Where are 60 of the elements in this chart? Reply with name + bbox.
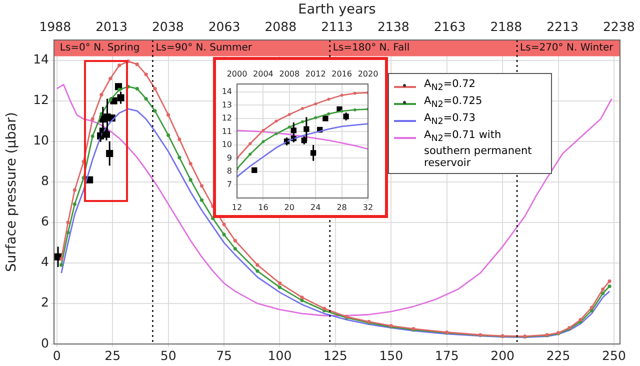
y-tick-label: 13 — [222, 100, 232, 110]
y-tick-label: 7 — [226, 180, 232, 189]
x2-tick-label: 2020 — [358, 69, 378, 78]
y-axis-title: Surface pressure (μbar) — [4, 112, 20, 272]
x2-tick-label: 2038 — [152, 18, 184, 34]
y-tick-label: 8 — [226, 166, 232, 176]
y-tick-label: 4 — [41, 254, 50, 270]
x-tick-label: 150 — [379, 348, 404, 363]
legend-label: A$_{N2}$=0.73 — [424, 112, 476, 128]
y-tick-label: 2 — [41, 294, 49, 310]
x-tick-label: 250 — [602, 348, 626, 363]
x-tick-label: 125 — [324, 348, 348, 363]
inset-frame: 12 16 20 24 28 32 7 8 9 10 11 12 13 14 2000 2004 2008 2012 2016 2020 — [213, 57, 388, 218]
x-tick-label: 175 — [434, 348, 459, 363]
x2-axis-title: Earth years — [298, 2, 376, 18]
y-tick-label: 14 — [222, 87, 232, 96]
annotation: Ls=180° N. Fall — [332, 42, 410, 54]
y-tick-label: 0 — [41, 335, 50, 350]
x2-tick-label: 2013 — [96, 18, 128, 34]
x2-tick-label: 2138 — [377, 18, 410, 34]
x2-tick-label: 2016 — [332, 69, 352, 78]
x-tick-label: 225 — [546, 348, 570, 363]
legend-label: A$_{N2}$=0.72 — [424, 78, 476, 94]
x2-tick-label: 2063 — [208, 18, 240, 34]
x-tick-label: 25 — [104, 348, 121, 363]
x-tick-label: 16 — [258, 202, 268, 212]
x2-tick-label: 2163 — [434, 18, 466, 34]
annotation: Ls=0° N. Spring — [60, 42, 140, 54]
y-tick-label: 14 — [33, 52, 50, 67]
annotation: Ls=90° N. Summer — [156, 42, 253, 54]
x2-tick-label: 2004 — [253, 69, 274, 78]
x2-tick-label: 2000 — [226, 69, 248, 78]
x-tick-label: 32 — [362, 202, 374, 212]
x2-tick-label: 2012 — [305, 69, 326, 78]
y-tick-label: 12 — [222, 114, 232, 123]
x2-tick-label: 2238 — [602, 18, 635, 34]
x-tick-label: 28 — [336, 202, 347, 212]
y-tick-label: 10 — [222, 140, 232, 150]
y-tick-label: 9 — [226, 153, 232, 162]
x-tick-label: 0 — [52, 348, 61, 363]
x-tick-label: 50 — [160, 348, 176, 363]
x2-tick-label: 2088 — [264, 18, 297, 34]
legend-label: A$_{N2}$=0.71 with southern permanent reservoir — [424, 129, 533, 169]
x-tick-label: 24 — [310, 202, 321, 212]
y-tick-label: 11 — [222, 126, 232, 136]
x-tick-label: 20 — [284, 202, 294, 212]
x2-tick-label: 2188 — [490, 18, 522, 34]
x-tick-label: 75 — [216, 348, 232, 363]
y-tick-label: 6 — [41, 214, 50, 229]
annotation: Ls=270° N. Winter — [520, 42, 614, 54]
y-tick-label: 12 — [33, 92, 49, 108]
y-tick-label: 10 — [33, 132, 50, 148]
legend-label: A$_{N2}$=0.725 — [424, 95, 482, 110]
y-tick-label: 8 — [41, 173, 50, 188]
x2-tick-label: 2113 — [321, 18, 353, 34]
x-tick-label: 200 — [490, 348, 515, 363]
x2-tick-label: 1988 — [39, 18, 72, 34]
x2-tick-label: 2213 — [546, 18, 578, 34]
x-tick-label: 100 — [268, 348, 292, 363]
x2-tick-label: 2008 — [279, 69, 300, 78]
